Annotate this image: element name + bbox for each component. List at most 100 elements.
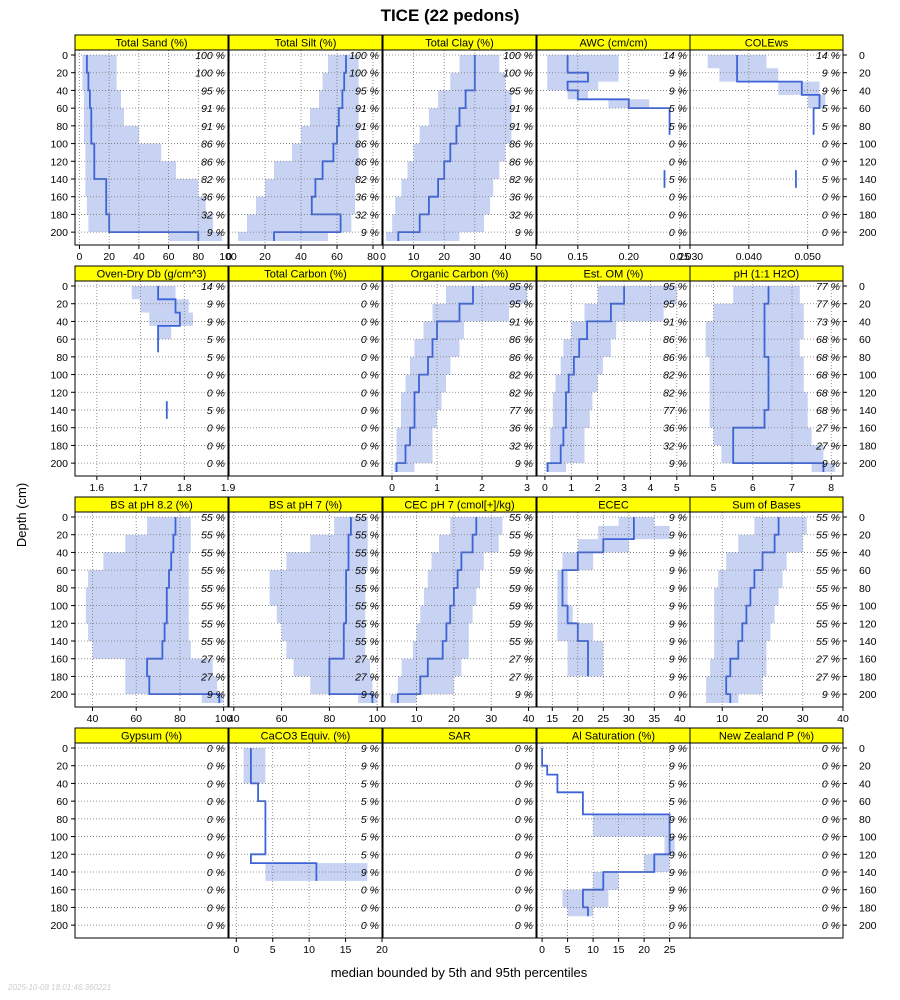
depth-tick-label-right: 0 [859, 512, 865, 524]
x-tick-label: 1.9 [221, 482, 236, 494]
x-tick-label: 10 [411, 713, 423, 725]
x-tick-label: 15 [340, 944, 352, 956]
percent-label: 0 % [822, 743, 840, 755]
percent-label: 0 % [669, 689, 687, 701]
percent-label: 91 % [509, 121, 533, 133]
depth-tick-label-right: 160 [859, 654, 877, 666]
panel-11: BS at pH 7 (%) 55 % 55 % 55 % 55 % 55 % 55 % 55… [228, 496, 386, 725]
panel-strip-title: Oven-Dry Db (g/cm^3) [97, 269, 207, 281]
percent-label: 14 % [816, 50, 840, 62]
panel-2: Total Clay (%) 100 % 100 % 95 % 91 % 91 % 86 %… [380, 34, 542, 263]
depth-tick-label-right: 20 [859, 761, 871, 773]
x-tick-label: 40 [837, 713, 849, 725]
depth-tick-label-left: 60 [56, 334, 68, 346]
percent-label: 55 % [201, 530, 225, 542]
percent-label: 55 % [355, 530, 379, 542]
x-tick-label: 1.7 [133, 482, 148, 494]
panel-data [82, 55, 223, 241]
depth-tick-label-left: 80 [56, 352, 68, 364]
panel-0: Total Sand (%) 100 % 100 % 95 % 91 % 91 % 86 %… [74, 34, 237, 263]
percent-label: 9 % [669, 601, 687, 613]
percent-label: 9 % [361, 867, 379, 879]
x-tick-label: 20 [376, 944, 388, 956]
depth-tick-label-left: 100 [50, 139, 68, 151]
percent-label: 68 % [816, 352, 840, 364]
panel-13: ECEC 9 % 9 % 9 % 9 % 9 % 9 % 9 % 9 % 9 % 9 % 0 % 15 2… [536, 496, 691, 725]
percent-label: 0 % [207, 423, 225, 435]
percent-label: 0 % [515, 743, 533, 755]
percent-label: 86 % [355, 156, 379, 168]
percent-label: 91 % [201, 121, 225, 133]
percent-label: 9 % [207, 689, 225, 701]
percent-label: 0 % [207, 440, 225, 452]
percent-label: 55 % [355, 512, 379, 524]
percent-label: 0 % [669, 192, 687, 204]
panel-strip-title: Sum of Bases [732, 500, 801, 512]
panel-9: pH (1:1 H2O) 77 % 77 % 73 % 68 % 68 % 68 % 68 %… [689, 265, 844, 494]
percent-label: 0 % [207, 814, 225, 826]
panel-data [238, 55, 359, 241]
percent-label: 9 % [669, 530, 687, 542]
percent-label: 27 % [200, 671, 225, 683]
x-tick-label: 20 [572, 713, 584, 725]
percent-label: 55 % [355, 618, 379, 630]
percent-label: 0 % [207, 387, 225, 399]
percent-label: 14 % [201, 281, 225, 293]
x-tick-label: 100 [368, 713, 386, 725]
depth-tick-label-left: 120 [50, 618, 68, 630]
percent-label: 9 % [669, 867, 687, 879]
percent-label: 91 % [355, 121, 379, 133]
depth-tick-label-left: 200 [50, 689, 68, 701]
percent-label: 0 % [361, 885, 379, 897]
x-tick-label: 100 [215, 713, 233, 725]
depth-tick-label-left: 180 [50, 209, 68, 221]
percent-label: 5 % [207, 334, 225, 346]
percent-label: 91 % [509, 316, 533, 328]
percent-label: 55 % [355, 583, 379, 595]
percent-label: 14 % [663, 50, 687, 62]
panel-strip-title: CaCO3 Equiv. (%) [261, 731, 351, 743]
percentile-band [705, 286, 836, 472]
x-tick-label: 10 [408, 251, 420, 263]
percent-label: 9 % [822, 85, 840, 97]
percent-label: 0 % [822, 902, 840, 914]
percentile-band [85, 517, 224, 703]
percent-label: 55 % [509, 530, 533, 542]
panel-data [386, 55, 512, 241]
percent-label: 55 % [816, 530, 840, 542]
percent-label: 9 % [669, 458, 687, 470]
depth-tick-label-right: 120 [859, 156, 877, 168]
depth-tick-label-right: 200 [859, 689, 877, 701]
percent-label: 55 % [201, 618, 225, 630]
x-tick-label: 40 [228, 713, 240, 725]
x-tick-label: 20 [259, 251, 271, 263]
percent-label: 5 % [822, 121, 840, 133]
x-tick-label: 40 [523, 713, 535, 725]
x-tick-label: 2 [479, 482, 485, 494]
x-tick-label: 35 [648, 713, 660, 725]
depth-tick-label-left: 180 [50, 440, 68, 452]
depth-tick-label-left: 80 [56, 583, 68, 595]
depth-tick-label-right: 100 [859, 139, 877, 151]
percent-label: 9 % [822, 68, 840, 80]
panel-strip-title: COLEws [745, 38, 789, 50]
x-tick-label: 30 [485, 713, 497, 725]
percentile-band [547, 55, 670, 135]
panel-frame [689, 49, 844, 246]
x-tick-label: 40 [500, 251, 512, 263]
depth-tick-label-right: 180 [859, 671, 877, 683]
percent-label: 91 % [355, 103, 379, 115]
percent-label: 55 % [355, 636, 379, 648]
depth-tick-label-right: 120 [859, 387, 877, 399]
x-tick-label: 80 [324, 713, 336, 725]
depth-tick-label-right: 100 [859, 370, 877, 382]
percent-label: 55 % [201, 601, 225, 613]
percent-label: 36 % [663, 423, 687, 435]
depth-tick-label-left: 160 [50, 192, 68, 204]
x-tick-label: 7 [789, 482, 795, 494]
panel-12: CEC pH 7 (cmol[+]/kg)55 %55 %59 %59 %59 … [382, 496, 537, 725]
panel-3: AWC (cm/cm) 14 % 9 % 9 % 5 % 5 % 0 % 0 % 5 % 0 % 0… [536, 34, 691, 263]
panel-data [546, 286, 677, 472]
percent-label: 0 % [822, 920, 840, 932]
